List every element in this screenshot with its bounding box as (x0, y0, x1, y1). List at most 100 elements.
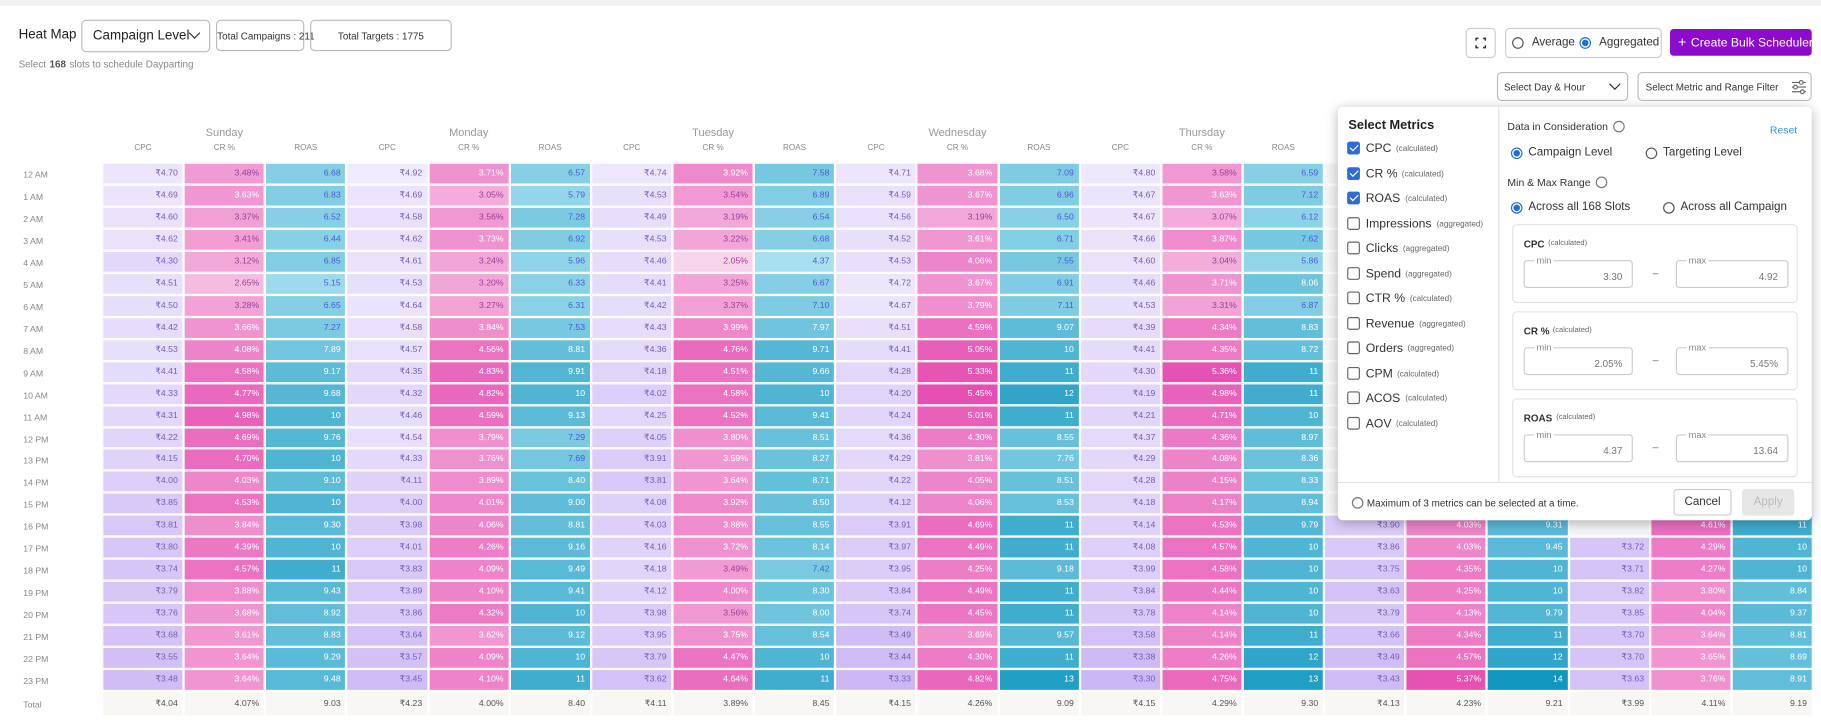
metric-checkbox[interactable] (1347, 416, 1360, 430)
heat-cell: 10 (998, 338, 1080, 361)
heat-cell: ₹3.85 (102, 492, 184, 515)
divider (1498, 106, 1500, 482)
range-input-label: max (1686, 255, 1709, 266)
metric-checkbox[interactable] (1347, 191, 1360, 205)
total-cell: ₹3.99 (1568, 691, 1650, 717)
metric-checkbox[interactable] (1347, 141, 1360, 155)
heat-cell: 8.40 (509, 470, 591, 493)
heat-cell: 3.56% (428, 206, 510, 229)
expand-button[interactable] (1465, 27, 1496, 59)
range-input[interactable]: max 5.45% (1675, 342, 1789, 376)
heat-cell: 12 (998, 382, 1080, 405)
hour-label: 22 PM (23, 653, 49, 665)
range-input[interactable]: min 4.37 (1523, 429, 1633, 463)
heat-cell: 3.24% (428, 250, 510, 273)
total-cell: 9.09 (998, 691, 1080, 717)
heat-cell: 5.96 (509, 250, 591, 273)
total-cell: 9.03 (265, 691, 347, 717)
hour-label: 14 PM (23, 477, 49, 489)
metric-checkbox[interactable] (1347, 216, 1360, 230)
heat-cell: 7.89 (265, 338, 347, 361)
heat-cell: 8.72 (1242, 338, 1325, 361)
heat-cell: 3.87% (1161, 228, 1243, 251)
range-radio[interactable] (1663, 202, 1675, 214)
heat-cell: ₹3.48 (102, 669, 184, 692)
hint-part: slots to schedule Dayparting (69, 58, 194, 70)
metric-checkbox[interactable] (1347, 341, 1360, 355)
heat-cell: ₹4.14 (1079, 514, 1162, 537)
heat-cell: ₹3.95 (590, 624, 673, 647)
metric-filter[interactable]: Select Metric and Range Filter (1637, 72, 1812, 102)
range-input[interactable]: min 3.30 (1523, 255, 1633, 289)
metric-kind: (aggregated) (1407, 344, 1455, 354)
heat-cell: ₹4.28 (835, 360, 917, 383)
heat-cell: ₹4.46 (1079, 272, 1162, 295)
heat-cell: ₹3.79 (1324, 602, 1406, 625)
hour-label: 10 AM (23, 389, 48, 401)
heat-cell: ₹4.60 (102, 206, 184, 229)
hour-label: 21 PM (23, 631, 49, 643)
consideration-radio[interactable] (1645, 147, 1658, 160)
range-separator: – (1652, 441, 1659, 453)
heat-cell: ₹3.89 (346, 580, 428, 603)
heat-cell: 10 (265, 448, 347, 471)
heat-cell: ₹4.30 (102, 250, 184, 273)
metric-checkbox[interactable] (1347, 291, 1360, 305)
heat-cell: 4.98% (1161, 382, 1243, 405)
range-input[interactable]: max 13.64 (1675, 429, 1789, 463)
heat-cell: 6.85 (265, 250, 347, 273)
metric-checkbox[interactable] (1347, 316, 1360, 330)
cancel-button[interactable]: Cancel (1673, 488, 1732, 516)
metric-checkbox[interactable] (1347, 241, 1360, 255)
apply-button[interactable]: Apply (1742, 488, 1795, 516)
range-radio[interactable] (1510, 202, 1523, 214)
range-input[interactable]: max 4.92 (1675, 255, 1789, 289)
bulk-button[interactable]: + Create Bulk Scheduler (1670, 29, 1813, 56)
heat-cell: ₹3.30 (1079, 669, 1162, 692)
consideration-radio[interactable] (1510, 147, 1523, 160)
heat-cell: 10 (1731, 558, 1813, 581)
heat-cell: 4.69% (916, 514, 999, 537)
metric-name: Spend (1365, 266, 1402, 281)
heat-cell: 3.66% (183, 316, 266, 339)
day-hour-select[interactable]: Select Day & Hour (1496, 72, 1629, 102)
heat-cell: ₹4.33 (346, 448, 428, 471)
total-cell: 9.30 (1242, 691, 1325, 717)
metric-checkbox[interactable] (1347, 366, 1360, 380)
heat-cell: ₹3.97 (835, 536, 917, 559)
heat-cell: 4.59% (916, 316, 999, 339)
heat-cell: ₹4.41 (590, 272, 673, 295)
heat-cell: 8.69 (1731, 646, 1813, 670)
heat-cell: 4.34% (1161, 316, 1243, 339)
view-radio[interactable] (1579, 37, 1592, 49)
heat-cell: 8.55 (998, 426, 1080, 449)
heat-cell: ₹4.21 (1079, 404, 1162, 427)
heat-cell: 4.06% (916, 250, 999, 273)
heat-cell: 4.69% (183, 426, 266, 449)
metric-checkbox[interactable] (1347, 166, 1360, 180)
metric-header: ROAS (538, 144, 562, 153)
reset-link[interactable]: Reset (1769, 124, 1798, 136)
heat-cell: 4.36% (1161, 426, 1243, 449)
heat-cell: ₹4.53 (590, 228, 673, 251)
heat-cell: 3.56% (672, 602, 754, 625)
heat-cell: 4.26% (428, 536, 510, 559)
heat-cell: 4.45% (916, 602, 999, 625)
range-input[interactable]: min 2.05% (1523, 342, 1633, 376)
heat-cell: ₹4.18 (1079, 492, 1162, 515)
metric-checkbox[interactable] (1347, 391, 1360, 405)
heat-cell: 4.70% (183, 448, 266, 471)
level-select[interactable]: Campaign Level (81, 19, 211, 53)
range-kind: (calculated) (1556, 413, 1596, 422)
heat-cell: ₹3.64 (346, 624, 428, 647)
metric-checkbox[interactable] (1347, 266, 1360, 280)
page-title: Heat Map (18, 27, 77, 42)
heat-cell: 4.57% (183, 558, 266, 581)
view-radio[interactable] (1512, 37, 1524, 49)
heat-cell: 3.63% (183, 184, 266, 207)
heat-cell: 4.06% (428, 514, 510, 537)
heat-cell: ₹3.44 (835, 646, 917, 670)
heat-cell: 9.41 (753, 404, 836, 427)
heat-cell: 3.61% (916, 228, 999, 251)
heat-cell: 10 (1486, 580, 1569, 603)
